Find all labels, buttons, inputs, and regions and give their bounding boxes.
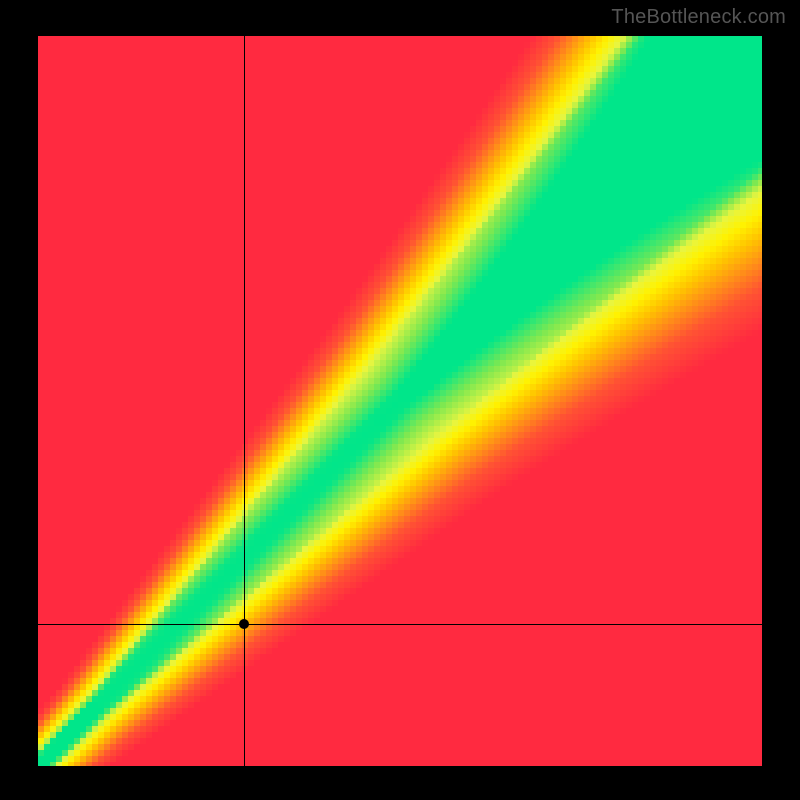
crosshair-vertical [244, 36, 245, 766]
heatmap-plot [38, 36, 762, 766]
chart-container: TheBottleneck.com [0, 0, 800, 800]
crosshair-horizontal [38, 624, 762, 625]
data-point-marker [239, 619, 249, 629]
heatmap-canvas [38, 36, 762, 766]
watermark-text: TheBottleneck.com [611, 6, 786, 29]
